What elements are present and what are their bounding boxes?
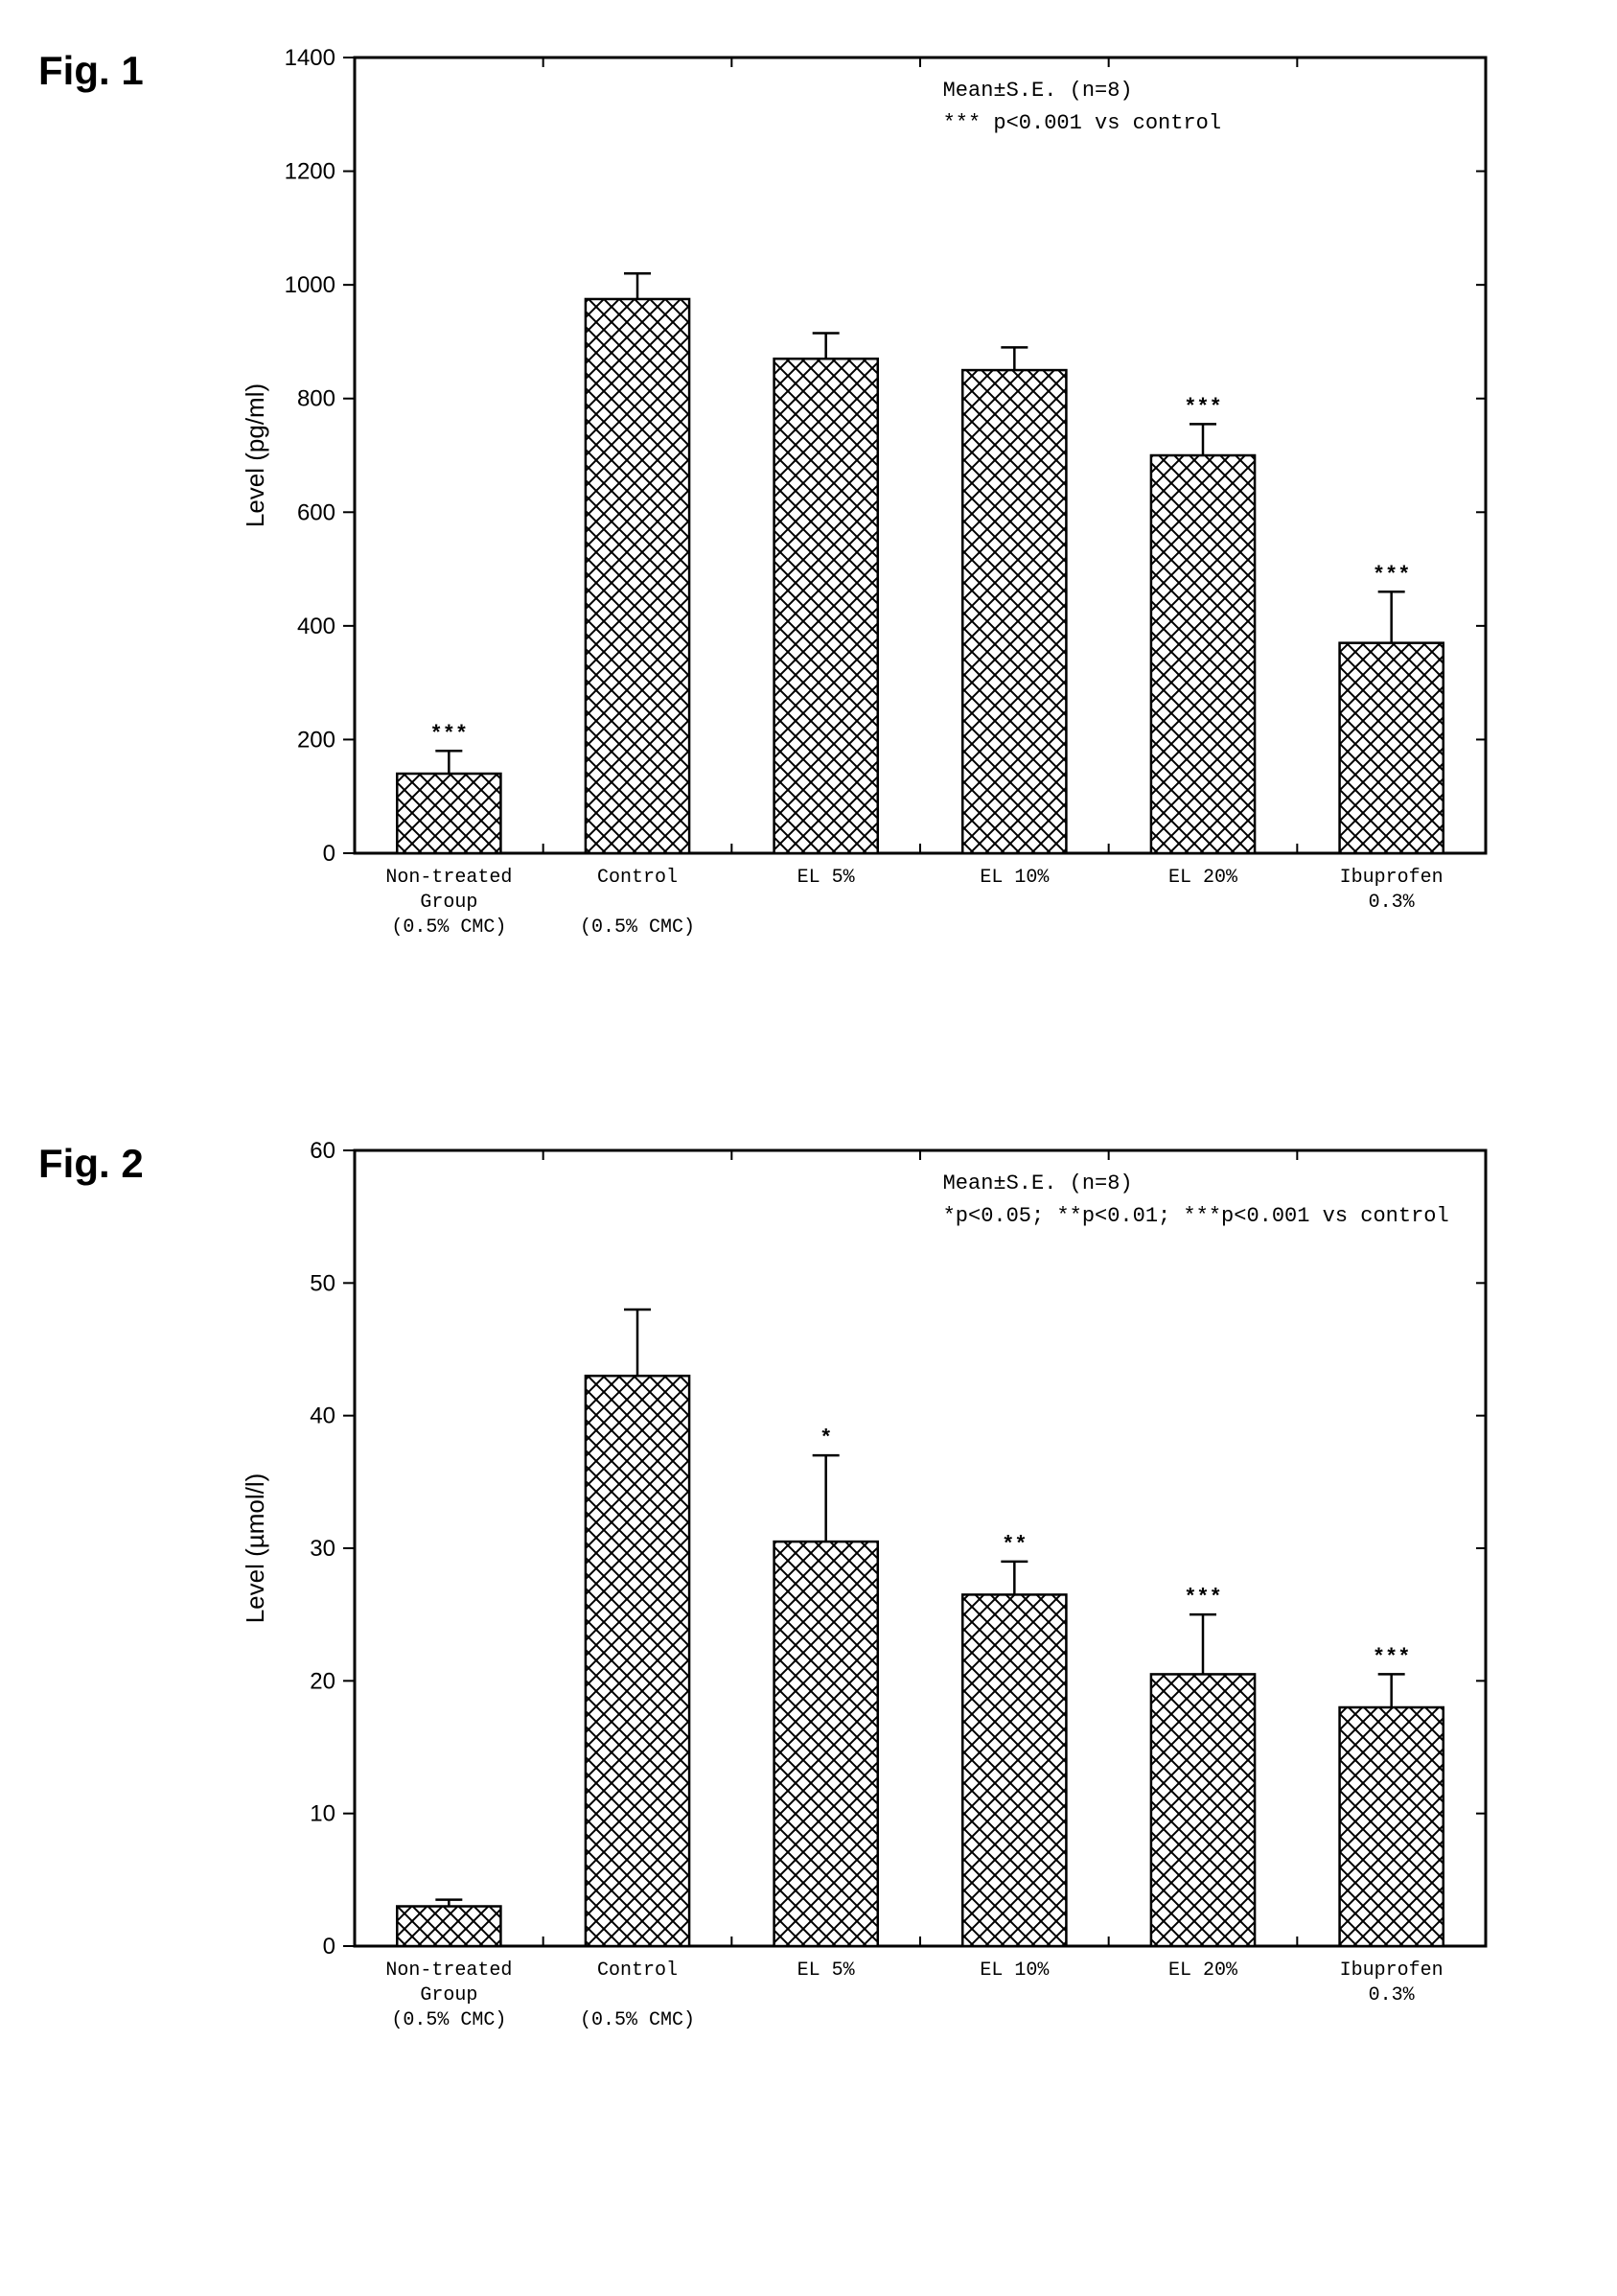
svg-text:***: *** (1184, 395, 1222, 419)
svg-text:***: *** (1373, 563, 1411, 587)
svg-text:Control: Control (597, 1960, 678, 1982)
figure-1-chart: 0 200 400 600 800 1000 1200 1400 Level (pg/ml) Me… (220, 38, 1579, 1016)
figure-1: Fig. 1 0 200 400 600 800 1000 1200 1400 Level (p… (38, 38, 1579, 1016)
svg-text:0.3%: 0.3% (1369, 892, 1416, 914)
svg-text:60: 60 (310, 1138, 335, 1164)
svg-text:Ibuprofen: Ibuprofen (1340, 867, 1444, 889)
svg-text:40: 40 (310, 1403, 335, 1429)
svg-text:Level (µmol/l): Level (µmol/l) (241, 1473, 269, 1624)
svg-text:0.3%: 0.3% (1369, 1984, 1416, 2006)
svg-text:20: 20 (310, 1668, 335, 1694)
svg-text:Non-treated: Non-treated (385, 1960, 512, 1982)
svg-text:EL 20%: EL 20% (1168, 1960, 1238, 1982)
figure-2-label: Fig. 2 (38, 1141, 192, 1187)
svg-text:Group: Group (420, 1984, 477, 2006)
svg-text:400: 400 (297, 614, 335, 639)
svg-text:EL 10%: EL 10% (980, 1960, 1050, 1982)
svg-text:1000: 1000 (285, 272, 335, 298)
svg-text:**: ** (1002, 1533, 1027, 1557)
svg-text:(0.5% CMC): (0.5% CMC) (391, 2009, 506, 2031)
svg-text:***: *** (1373, 1645, 1411, 1669)
figure-1-label: Fig. 1 (38, 48, 192, 94)
svg-text:10: 10 (310, 1801, 335, 1827)
svg-text:Ibuprofen: Ibuprofen (1340, 1960, 1444, 1982)
svg-text:***: *** (430, 722, 469, 746)
svg-text:Group: Group (420, 892, 477, 914)
svg-text:1400: 1400 (285, 45, 335, 71)
svg-text:EL 5%: EL 5% (797, 1960, 856, 1982)
svg-text:(0.5% CMC): (0.5% CMC) (580, 916, 695, 939)
svg-text:EL 20%: EL 20% (1168, 867, 1238, 889)
svg-text:*** p<0.001 vs control: *** p<0.001 vs control (943, 111, 1221, 135)
svg-text:EL 10%: EL 10% (980, 867, 1050, 889)
svg-text:600: 600 (297, 499, 335, 525)
svg-text:Level (pg/ml): Level (pg/ml) (241, 383, 269, 527)
svg-text:*: * (820, 1426, 832, 1450)
svg-text:0: 0 (323, 1934, 335, 1960)
figure-2-chart: 0 10 20 30 40 50 60 Level (µmol/l) Mean±S.E. (n=… (220, 1131, 1579, 2109)
svg-text:(0.5% CMC): (0.5% CMC) (580, 2009, 695, 2031)
svg-text:*p<0.05; **p<0.01; ***p<0.001: *p<0.05; **p<0.01; ***p<0.001 vs control (943, 1204, 1449, 1228)
svg-text:(0.5% CMC): (0.5% CMC) (391, 916, 506, 939)
svg-text:EL 5%: EL 5% (797, 867, 856, 889)
svg-text:0: 0 (323, 841, 335, 867)
svg-text:Non-treated: Non-treated (385, 867, 512, 889)
svg-text:1200: 1200 (285, 159, 335, 185)
svg-text:Mean±S.E. (n=8): Mean±S.E. (n=8) (943, 79, 1133, 103)
svg-text:***: *** (1184, 1586, 1222, 1610)
svg-text:30: 30 (310, 1536, 335, 1562)
figure-2: Fig. 2 0 10 20 30 40 50 60 Level (µmol/l) Mean±S… (38, 1131, 1579, 2109)
svg-text:200: 200 (297, 727, 335, 753)
svg-text:800: 800 (297, 386, 335, 412)
svg-text:50: 50 (310, 1270, 335, 1296)
svg-text:Mean±S.E. (n=8): Mean±S.E. (n=8) (943, 1171, 1133, 1195)
svg-text:Control: Control (597, 867, 678, 889)
